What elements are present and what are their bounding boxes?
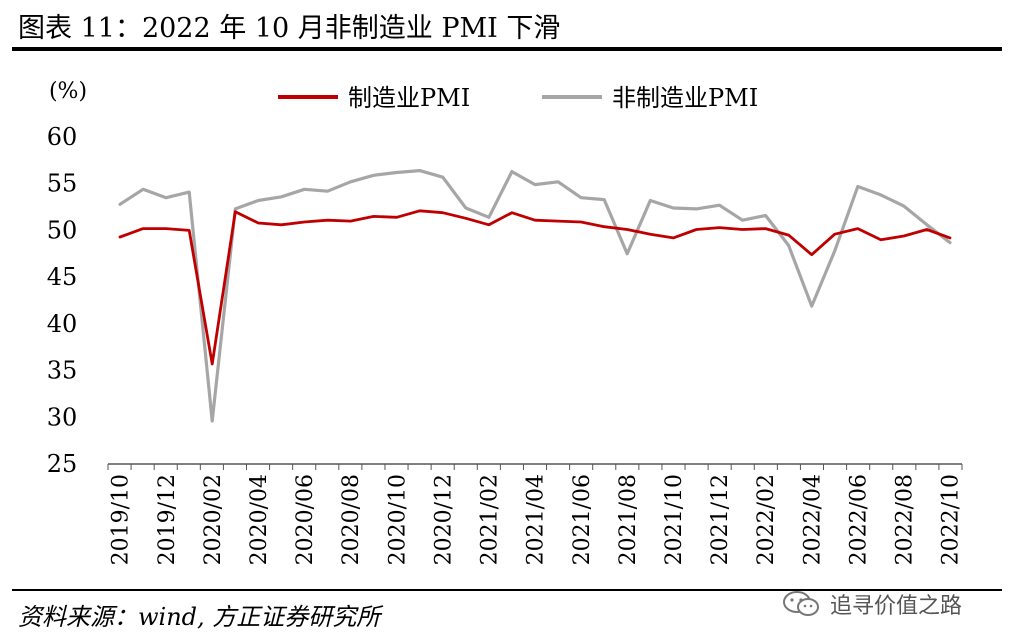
watermark: 追寻价值之路 [782, 588, 962, 620]
wechat-icon [783, 591, 819, 616]
y-tick-label: 35 [47, 357, 78, 385]
legend-non-manufacturing-label: 非制造业PMI [612, 84, 758, 112]
manufacturing-pmi-line [118, 209, 952, 366]
y-axis-unit-label: (%) [49, 79, 87, 104]
title-bar: 图表 11：2022 年 10 月非制造业 PMI 下滑 [0, 0, 1012, 52]
source-divider [12, 589, 1002, 591]
x-tick-label: 2022/10 [939, 474, 964, 565]
x-tick-label: 2020/02 [201, 474, 226, 565]
x-axis: 2019/10 2019/12 2020/02 2020/04 2020/06 2020/… [107, 463, 964, 565]
x-tick-label: 2021/10 [662, 474, 687, 565]
x-tick-label: 2020/06 [293, 474, 318, 565]
source-note: 资料来源：wind, 方正证券研究所 [18, 603, 381, 631]
x-tick-label: 2021/12 [708, 474, 733, 565]
y-tick-label: 50 [47, 216, 78, 244]
pmi-line-chart: 制造业PMI 非制造业PMI (%) 25 30 35 40 45 50 55 60 2019/… [47, 79, 964, 565]
x-tick-label: 2021/04 [524, 474, 549, 565]
y-axis-ticks: 25 30 35 40 45 50 55 60 [47, 123, 78, 478]
x-tick-label: 2021/08 [616, 474, 641, 565]
legend: 制造业PMI 非制造业PMI [278, 84, 758, 112]
y-tick-label: 60 [47, 123, 78, 151]
page-title: 图表 11：2022 年 10 月非制造业 PMI 下滑 [18, 13, 561, 44]
x-tick-label: 2020/04 [247, 474, 272, 565]
x-tick-label: 2020/10 [385, 474, 410, 565]
x-tick-label: 2021/02 [478, 474, 503, 565]
y-tick-label: 55 [47, 170, 78, 198]
x-tick-label: 2022/02 [754, 474, 779, 565]
legend-manufacturing-label: 制造业PMI [348, 84, 470, 112]
non-manufacturing-pmi-line [118, 168, 952, 423]
x-tick-label: 2022/04 [800, 474, 825, 565]
x-tick-label: 2019/12 [155, 474, 180, 565]
x-tick-label: 2020/12 [431, 474, 456, 565]
y-tick-label: 30 [47, 403, 78, 431]
x-tick-label: 2019/10 [109, 474, 134, 565]
title-divider [12, 47, 1002, 51]
x-tick-label: 2022/08 [893, 474, 918, 565]
x-tick-label: 2020/08 [339, 474, 364, 565]
x-tick-label: 2021/06 [570, 474, 595, 565]
watermark-text: 追寻价值之路 [830, 594, 963, 619]
x-tick-label: 2022/06 [846, 474, 871, 565]
y-tick-label: 40 [47, 310, 78, 338]
series-lines [118, 168, 952, 423]
y-tick-label: 25 [47, 450, 78, 478]
y-tick-label: 45 [47, 263, 78, 291]
